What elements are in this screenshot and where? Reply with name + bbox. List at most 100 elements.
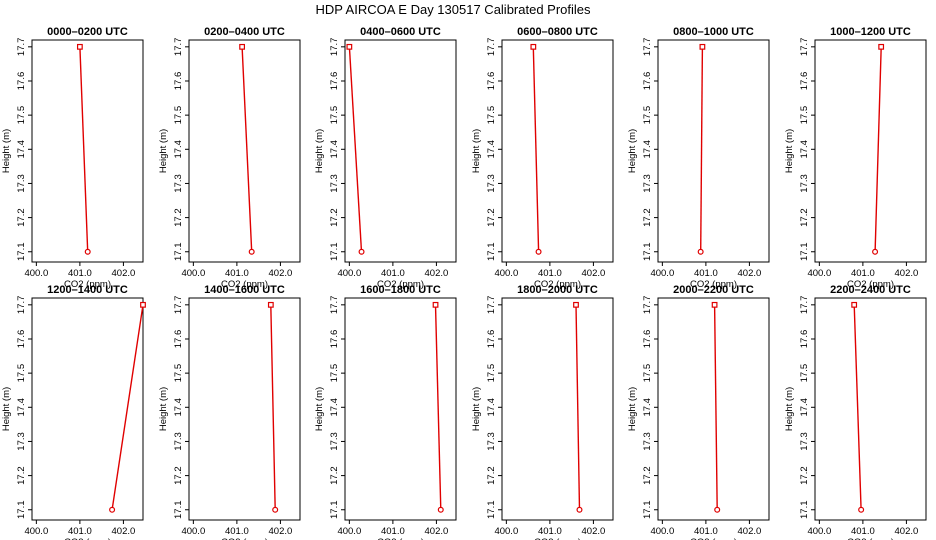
- y-tick-label: 17.4: [16, 398, 27, 417]
- panel-title: 0600–0800 UTC: [517, 26, 598, 38]
- x-tick-label: 401.0: [225, 268, 249, 279]
- data-point-bottom: [714, 506, 721, 513]
- y-tick-label: 17.7: [173, 296, 184, 315]
- plot-frame: [501, 297, 614, 521]
- data-point-bottom: [858, 506, 865, 513]
- y-tick-label: 17.7: [642, 38, 653, 57]
- x-tick-label: 400.0: [24, 268, 48, 279]
- y-tick-label: 17.5: [799, 106, 810, 125]
- y-tick-label: 17.6: [642, 330, 653, 349]
- x-tick-label: 402.0: [895, 268, 919, 279]
- y-tick-label: 17.4: [799, 398, 810, 417]
- profile-line: [713, 304, 718, 510]
- x-axis-label: CO2 (ppm): [847, 279, 894, 290]
- plot-frame: [31, 297, 144, 521]
- panel-title: 2200–2400 UTC: [830, 284, 911, 296]
- profile-line: [79, 46, 89, 252]
- y-tick-label: 17.3: [799, 174, 810, 193]
- panel-title: 1800–2000 UTC: [517, 284, 598, 296]
- y-axis-label: Height (m): [627, 129, 638, 173]
- y-tick-label: 17.4: [329, 140, 340, 159]
- data-point-top: [878, 43, 885, 50]
- y-tick-label: 17.3: [16, 432, 27, 451]
- x-tick-label: 400.0: [337, 526, 361, 537]
- data-point-top: [432, 301, 439, 308]
- y-tick-label: 17.6: [329, 72, 340, 91]
- y-tick-label: 17.7: [486, 296, 497, 315]
- x-axis-label: CO2 (ppm): [64, 537, 111, 540]
- x-tick-label: 402.0: [738, 526, 762, 537]
- panel-title: 1000–1200 UTC: [830, 26, 911, 38]
- y-tick-label: 17.7: [329, 296, 340, 315]
- y-tick-label: 17.5: [329, 106, 340, 125]
- y-tick-label: 17.5: [486, 106, 497, 125]
- y-tick-label: 17.1: [173, 243, 184, 262]
- data-point-top: [851, 301, 858, 308]
- x-axis-label: CO2 (ppm): [64, 279, 111, 290]
- x-tick-label: 400.0: [181, 268, 205, 279]
- y-tick-label: 17.2: [173, 466, 184, 485]
- y-tick-label: 17.3: [486, 432, 497, 451]
- y-tick-label: 17.4: [642, 398, 653, 417]
- x-tick-label: 401.0: [538, 526, 562, 537]
- x-tick-label: 401.0: [538, 268, 562, 279]
- plot-frame: [501, 39, 614, 263]
- profile-line: [270, 304, 276, 510]
- y-tick-label: 17.5: [173, 364, 184, 383]
- data-point-top: [140, 301, 146, 308]
- panel-title: 1600–1800 UTC: [360, 284, 441, 296]
- y-axis-label: Height (m): [158, 387, 169, 431]
- y-tick-label: 17.6: [173, 72, 184, 91]
- data-point-top: [76, 43, 83, 50]
- panel-title: 0800–1000 UTC: [673, 26, 754, 38]
- y-tick-label: 17.3: [173, 174, 184, 193]
- y-tick-label: 17.7: [799, 38, 810, 57]
- data-point-top: [711, 301, 718, 308]
- x-tick-label: 401.0: [225, 526, 249, 537]
- y-axis-label: Height (m): [158, 129, 169, 173]
- y-tick-label: 17.1: [329, 243, 340, 262]
- y-tick-label: 17.1: [173, 501, 184, 520]
- plot-frame: [188, 297, 301, 521]
- y-tick-label: 17.2: [329, 208, 340, 227]
- x-tick-label: 400.0: [494, 268, 518, 279]
- plot-frame: [344, 39, 457, 263]
- data-point-bottom: [248, 248, 255, 255]
- plot-frame: [814, 297, 927, 521]
- plot-frame: [814, 39, 927, 263]
- x-tick-label: 400.0: [807, 526, 831, 537]
- y-tick-label: 17.7: [173, 38, 184, 57]
- x-axis-label: CO2 (ppm): [534, 279, 581, 290]
- y-tick-label: 17.2: [642, 208, 653, 227]
- x-tick-label: 401.0: [851, 268, 875, 279]
- y-tick-label: 17.2: [173, 208, 184, 227]
- y-axis-label: Height (m): [1, 129, 12, 173]
- y-axis-label: Height (m): [314, 129, 325, 173]
- y-tick-label: 17.3: [486, 174, 497, 193]
- y-tick-label: 17.1: [486, 243, 497, 262]
- profile-line: [853, 304, 862, 510]
- plot-frame: [31, 39, 144, 263]
- y-tick-label: 17.3: [173, 432, 184, 451]
- y-tick-label: 17.4: [486, 398, 497, 417]
- y-tick-label: 17.7: [329, 38, 340, 57]
- y-tick-label: 17.6: [329, 330, 340, 349]
- profile-line: [111, 304, 144, 510]
- panel-title: 0200–0400 UTC: [204, 26, 285, 38]
- profile-line: [348, 46, 363, 252]
- y-tick-label: 17.1: [329, 501, 340, 520]
- data-point-top: [699, 43, 706, 50]
- y-tick-label: 17.2: [486, 208, 497, 227]
